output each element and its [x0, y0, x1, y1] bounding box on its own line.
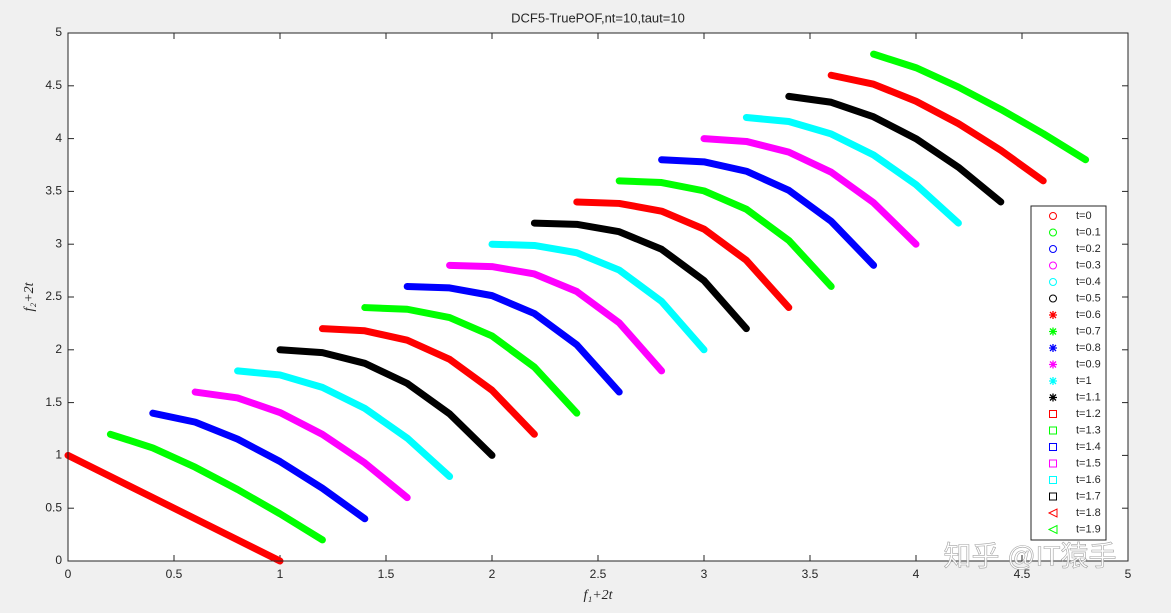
y-tick-label: 0 [55, 553, 62, 567]
chart-title: DCF5-TruePOF,nt=10,taut=10 [511, 10, 685, 25]
legend-label: t=0.2 [1076, 243, 1101, 255]
legend-label: t=0.8 [1076, 342, 1101, 354]
pareto-front [785, 92, 1005, 206]
y-tick-label: 2 [55, 342, 62, 356]
y-axis-label: f₂+2t [22, 281, 37, 311]
y-tick-label: 3 [55, 236, 62, 250]
legend-label: t=1.6 [1076, 474, 1101, 486]
legend-label: t=0 [1076, 210, 1092, 222]
legend-marker [1049, 393, 1057, 402]
legend-marker [1049, 327, 1057, 336]
legend-marker [1049, 443, 1057, 451]
legend-marker [1049, 360, 1057, 369]
y-tick-label: 4.5 [45, 78, 62, 92]
pareto-front [191, 388, 411, 502]
legend-marker [1047, 508, 1058, 518]
legend-marker [1049, 459, 1057, 468]
legend-label: t=0.7 [1076, 325, 1101, 337]
legend-label: t=1.3 [1076, 424, 1101, 436]
pareto-front [276, 346, 496, 459]
x-tick-label: 2.5 [590, 567, 607, 581]
pareto-front [615, 177, 835, 290]
legend-marker [1049, 261, 1057, 270]
legend-label: t=1.2 [1076, 408, 1101, 420]
legend-label: t=0.1 [1076, 226, 1101, 238]
x-tick-label: 4.5 [1014, 567, 1031, 581]
legend: t=0 t=0.1 t=0.2 t=0.3 t=0.4 t=0.5 t=0.6 t=0.7 t=… [1030, 205, 1107, 541]
legend-label: t=1.4 [1076, 441, 1101, 453]
x-axis-label: f₁+2t [583, 588, 613, 603]
pareto-front [742, 113, 962, 227]
y-tick-label: 1.5 [45, 395, 62, 409]
legend-label: t=0.9 [1076, 358, 1101, 370]
pareto-front [106, 430, 326, 544]
pareto-front [700, 135, 920, 248]
y-tick-label: 1 [55, 448, 62, 462]
pareto-front [658, 156, 878, 269]
legend-label: t=1.7 [1076, 490, 1101, 502]
x-tick-label: 3.5 [802, 567, 819, 581]
pareto-front [573, 198, 793, 312]
legend-label: t=0.6 [1076, 309, 1101, 321]
legend-marker [1049, 476, 1057, 484]
legend-marker [1049, 294, 1057, 303]
legend-label: t=1.5 [1076, 457, 1101, 469]
legend-box [1030, 205, 1107, 541]
legend-label: t=0.5 [1076, 292, 1101, 304]
legend-marker [1049, 311, 1057, 319]
x-tick-label: 1.5 [378, 567, 395, 581]
x-tick-label: 1 [277, 567, 284, 581]
legend-marker [1049, 426, 1057, 435]
legend-label: t=1.1 [1076, 391, 1101, 403]
pareto-front [403, 282, 623, 396]
x-tick-label: 5 [1125, 567, 1132, 581]
pareto-front [446, 261, 666, 375]
pareto-front [827, 71, 1047, 185]
legend-marker [1049, 278, 1057, 286]
pareto-front [318, 325, 538, 438]
x-tick-label: 4 [913, 567, 920, 581]
plot-border [67, 32, 1129, 562]
pareto-front [234, 367, 454, 481]
x-tick-label: 0.5 [166, 567, 183, 581]
y-tick-label: 5 [55, 25, 62, 39]
legend-label: t=0.3 [1076, 259, 1101, 271]
y-tick-label: 0.5 [45, 500, 62, 514]
legend-marker [1049, 228, 1057, 237]
legend-label: t=0.4 [1076, 276, 1101, 288]
legend-label: t=1 [1076, 375, 1092, 387]
pareto-front [530, 219, 750, 333]
x-tick-label: 0 [65, 567, 72, 581]
legend-marker [1047, 524, 1058, 535]
legend-label: t=1.8 [1076, 507, 1101, 519]
pareto-front [64, 451, 284, 565]
x-tick-label: 3 [701, 567, 708, 581]
y-tick-label: 4 [55, 131, 62, 145]
x-tick-label: 2 [489, 567, 496, 581]
pareto-front [488, 240, 708, 354]
legend-marker [1049, 410, 1057, 418]
y-tick-label: 3.5 [45, 184, 62, 198]
watermark: 知乎 @IT猿手 [943, 540, 1116, 571]
y-tick-label: 2.5 [45, 289, 62, 303]
pareto-front [149, 409, 369, 523]
pareto-front [870, 50, 1090, 164]
legend-marker [1049, 344, 1057, 352]
legend-marker [1049, 492, 1057, 501]
legend-label: t=1.9 [1076, 523, 1101, 535]
legend-marker [1049, 245, 1057, 253]
legend-marker [1049, 212, 1057, 220]
pareto-front [361, 304, 581, 417]
legend-marker [1049, 377, 1057, 385]
